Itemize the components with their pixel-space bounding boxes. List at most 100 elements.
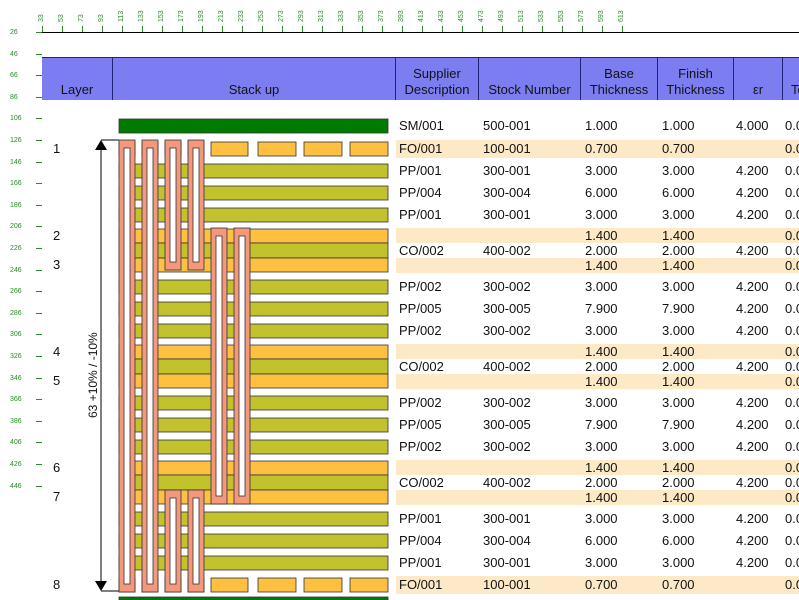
copper-row-highlight (396, 140, 799, 158)
ruler-tick (342, 26, 343, 32)
ruler-tick (402, 26, 403, 32)
prepreg-layer (118, 323, 389, 339)
core-layer (118, 242, 389, 259)
ruler-tick (36, 226, 42, 228)
prepreg-layer (118, 511, 389, 527)
cell-base: 3.000 (585, 555, 618, 570)
prepreg-layer (118, 185, 389, 201)
cell-desc: PP/001 (399, 555, 442, 570)
ruler-tick-label: 346 (10, 374, 22, 382)
ruler-tick-label: 366 (10, 396, 22, 404)
cell-finish: 3.000 (662, 163, 695, 178)
cell-base: 0.700 (585, 577, 618, 592)
column-header-stock[interactable]: Stock Number (479, 58, 581, 100)
copper-row-highlight (396, 576, 799, 594)
cell-stock: 300-002 (483, 323, 531, 338)
ruler-tick (162, 26, 163, 32)
cell-stock: 100-001 (483, 577, 531, 592)
cell-stock: 300-002 (483, 395, 531, 410)
cell-stock: 400-002 (483, 475, 531, 490)
ruler-tick (62, 26, 63, 32)
ruler-tick-label: 406 (10, 439, 22, 447)
ruler-tick (262, 26, 263, 32)
column-header-er[interactable]: εr (734, 58, 783, 100)
via-hole (169, 497, 177, 585)
column-header-stackup[interactable]: Stack up (113, 58, 396, 100)
cell-finish: 3.000 (662, 439, 695, 454)
copper-row-highlight (396, 228, 799, 243)
via-hole (169, 147, 177, 263)
copper-plane (118, 489, 389, 505)
cell-finish: 1.000 (662, 118, 695, 133)
ruler-tick-label: 446 (10, 482, 22, 490)
prepreg-layer (118, 395, 389, 411)
column-header-tc-label: Tc (791, 82, 799, 97)
layer-label: 6 (53, 460, 61, 475)
ruler-tick (142, 26, 143, 32)
cell-copper-thickness: 1.400 (662, 344, 695, 359)
cell-stock: 100-001 (483, 141, 531, 156)
ruler-tick (502, 26, 503, 32)
column-header-base[interactable]: Base Thickness (581, 58, 658, 100)
cell-copper-thickness: 1.400 (585, 460, 618, 475)
prepreg-layer (118, 533, 389, 549)
cell-finish: 6.000 (662, 533, 695, 548)
copper-pad (210, 141, 249, 157)
cell-finish: 3.000 (662, 207, 695, 222)
ruler-tick-label: 326 (10, 353, 22, 360)
ruler-tick (36, 269, 42, 271)
cell-er: 4.200 (736, 279, 769, 294)
ruler-tick (42, 26, 43, 32)
copper-plane (118, 373, 389, 389)
via-hole (123, 147, 131, 585)
column-header-tc[interactable]: Tc (783, 58, 799, 100)
column-header-layer[interactable]: Layer (42, 58, 113, 100)
cell-copper-thickness: 1.400 (662, 258, 695, 273)
cell-copper-thickness: 1.400 (662, 228, 695, 243)
ruler-tick-label: 226 (10, 245, 22, 252)
layer-label: 2 (53, 228, 61, 243)
cell-desc: PP/002 (399, 279, 442, 294)
cell-er: 4.200 (736, 185, 769, 200)
cell-stock: 300-001 (483, 163, 531, 178)
cell-base: 7.900 (585, 301, 618, 316)
ruler-tick-label: 306 (10, 331, 22, 339)
ruler-tick-label: 166 (10, 180, 22, 188)
cell-base: 3.000 (585, 395, 618, 410)
cell-copper-thickness: 1.400 (585, 258, 618, 273)
ruler-tick-label: 286 (10, 309, 22, 317)
ruler-tick-label: 86 (10, 93, 18, 101)
ruler-tick (242, 26, 243, 32)
copper-row-highlight (396, 460, 799, 475)
via-hole (146, 147, 154, 585)
prepreg-layer (118, 279, 389, 295)
cell-er: 4.200 (736, 439, 769, 454)
ruler-tick (36, 75, 42, 77)
ruler-tick-label: 26 (10, 29, 18, 36)
copper-pad (349, 577, 389, 593)
cell-copper-thickness: 1.400 (662, 490, 695, 505)
via-hole (192, 497, 200, 585)
cell-base: 3.000 (585, 207, 618, 222)
ruler-tick (622, 26, 623, 32)
ruler-baseline (42, 32, 799, 33)
cell-desc: PP/001 (399, 163, 442, 178)
copper-pad (257, 141, 297, 157)
cell-tc: 0.0 (785, 141, 799, 156)
cell-base: 7.900 (585, 417, 618, 432)
ruler-tick (222, 26, 223, 32)
ruler-tick (36, 485, 42, 487)
cell-stock: 400-002 (483, 243, 531, 258)
ruler-tick (602, 26, 603, 32)
column-header-finish-label: Finish Thickness (666, 66, 725, 97)
column-header-finish[interactable]: Finish Thickness (658, 58, 734, 100)
cell-stock: 300-005 (483, 301, 531, 316)
cell-tc: 0.0 (785, 533, 799, 548)
cell-base: 2.000 (585, 359, 618, 374)
ruler-tick (582, 26, 583, 32)
cell-er: 4.200 (736, 511, 769, 526)
cell-desc: PP/004 (399, 185, 442, 200)
cell-desc: FO/001 (399, 577, 443, 592)
overall-thickness-label: 63 +10% / -10% (86, 332, 100, 418)
column-header-supplier[interactable]: Supplier Description (396, 58, 479, 100)
